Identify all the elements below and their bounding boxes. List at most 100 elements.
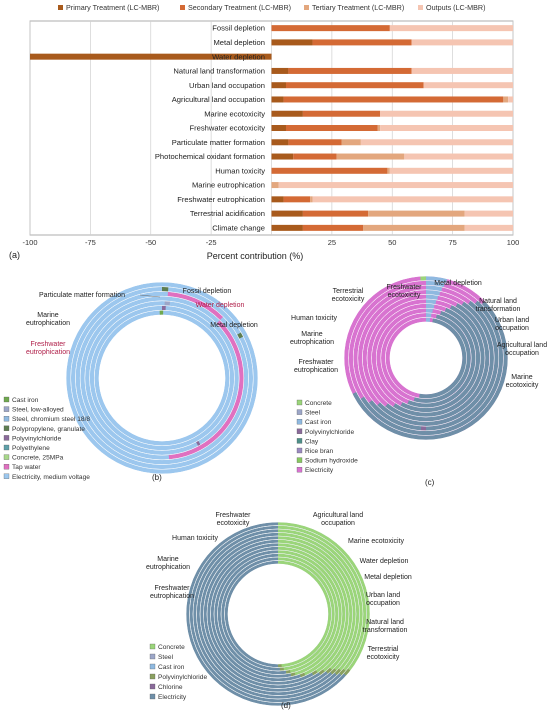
bar-climate-change-4 <box>464 224 513 231</box>
legend-label-tertiary-treatment-lc-mbr: Tertiary Treatment (LC-MBR) <box>312 3 404 12</box>
panel-c-segment <box>413 314 471 403</box>
panel-d-ring-divider <box>189 525 367 703</box>
panel-c-segment <box>377 301 494 427</box>
legend-swatch-concrete <box>149 643 156 650</box>
bar-freshwater-ecotoxicity-2 <box>285 125 378 131</box>
panel-d-segment <box>277 525 367 676</box>
panel-d-segment <box>290 672 296 677</box>
panel-b-segment <box>237 332 244 339</box>
panel-d-segment <box>277 532 360 675</box>
panel-d-segment <box>299 672 306 678</box>
ring-label-fossil-depletion: Fossil depletion <box>183 288 232 295</box>
bar-particulate-matter-formation-2 <box>288 139 342 146</box>
panel-a: Primary Treatment (LC-MBR) Secondary Trea… <box>9 3 519 261</box>
legend-label-electricity: Electricity <box>305 467 334 474</box>
panel-d-segment <box>339 668 346 676</box>
ring-label-marine-eutrophication: eutrophication <box>26 320 70 327</box>
bar-climate-change-3 <box>363 224 465 231</box>
ring-label-metal-depletion: Metal depletion <box>210 322 258 329</box>
ring-label-marine-eutrophication: Marine <box>301 331 323 338</box>
bar-urban-land-occupation-2 <box>285 82 424 89</box>
legend-label-chlorine: Chlorine <box>158 684 183 691</box>
panel-d-tag: (d) <box>281 701 291 710</box>
ring-label-agricultural-land-occupation: occupation <box>505 350 539 357</box>
legend-swatch-polyvinylchloride <box>296 428 303 434</box>
bar-photochemical-oxidant-formation-2 <box>293 153 337 160</box>
bar-metal-depletion-1 <box>271 39 313 46</box>
panel-c-ring-divider <box>366 298 486 418</box>
panel-d-ring-divider <box>196 532 360 696</box>
legend-swatch-polyethylene <box>3 444 10 451</box>
panel-c-ring-labels: TerrestrialecotoxicityFreshwaterecotoxic… <box>290 280 547 389</box>
panel-d-ring-divider <box>213 549 343 679</box>
ring-label-terrestrial-ecotoxicity: Terrestrial <box>368 646 399 653</box>
ring-label-freshwater-ecotoxicity: Freshwater <box>386 284 422 291</box>
bar-photochemical-oxidant-formation-4 <box>404 153 513 160</box>
bar-human-toxicity-4 <box>389 167 513 174</box>
bar-marine-ecotoxicity-2 <box>302 110 381 117</box>
panel-c-donut <box>343 275 509 441</box>
x-tick-label: -25 <box>206 238 217 247</box>
category-label-marine-eutrophication: Marine eutrophication <box>192 181 265 190</box>
ring-label-freshwater-eutrophication: Freshwater <box>30 341 66 348</box>
legend-swatch-outputs-lc-mbr <box>418 5 423 10</box>
ring-label-agricultural-land-occupation: Agricultural land <box>497 342 547 349</box>
category-label-urban-land-occupation: Urban land occupation <box>189 81 265 90</box>
panel-d-ring-divider <box>192 528 364 700</box>
ring-label-marine-eutrophication: eutrophication <box>146 564 190 571</box>
bar-freshwater-ecotoxicity-3 <box>377 125 381 131</box>
panel-c-segment <box>425 294 439 300</box>
panel-b-ring-divider <box>98 314 226 442</box>
legend-swatch-electricity <box>149 693 156 700</box>
legend-swatch-electricity-medium-voltage <box>3 473 10 479</box>
bar-terrestrial-acidification-4 <box>464 210 513 217</box>
leader-line <box>139 294 161 298</box>
ring-label-terrestrial-ecotoxicity: ecotoxicity <box>332 296 365 303</box>
panel-c-ring-divider <box>385 317 467 399</box>
bar-natural-land-transformation-4 <box>411 67 513 74</box>
panel-c-ring-divider <box>352 284 500 432</box>
bar-urban-land-occupation-4 <box>423 82 513 89</box>
legend-swatch-cast-iron <box>149 663 156 670</box>
bar-human-toxicity-2 <box>271 167 388 174</box>
legend-label-electricity: Electricity <box>158 694 187 701</box>
panel-b-ring-divider <box>79 295 245 461</box>
panel-b-segment <box>168 320 244 460</box>
bar-metal-depletion-2 <box>312 39 412 46</box>
panel-b-ring-3 <box>85 301 239 455</box>
legend-label-clay: Clay <box>305 438 319 445</box>
legend-label-cast-iron: Cast iron <box>305 419 332 426</box>
panel-d-ring-divider <box>210 546 346 682</box>
ring-label-freshwater-eutrophication: eutrophication <box>150 593 194 600</box>
legend-label-concrete: Concrete <box>158 644 185 651</box>
ring-label-water-depletion: Water depletion <box>360 558 409 565</box>
ring-label-freshwater-ecotoxicity: Freshwater <box>215 512 251 519</box>
legend-label-electricity-medium-voltage: Electricity, medium voltage <box>12 474 90 481</box>
ring-label-metal-depletion: Metal depletion <box>434 280 482 287</box>
panel-c-segment <box>425 303 435 309</box>
legend-swatch-electricity <box>296 467 303 473</box>
panel-d-segment <box>334 668 342 676</box>
category-label-freshwater-ecotoxicity: Freshwater ecotoxicity <box>189 124 265 133</box>
ring-label-agricultural-land-occupation: Agricultural land <box>313 512 363 519</box>
panel-a-category-labels: Fossil depletion Metal depletion Water dep… <box>155 24 265 233</box>
bar-photochemical-oxidant-formation-1 <box>271 153 294 160</box>
bar-agricultural-land-occupation-2 <box>283 96 504 103</box>
panel-c-segment <box>407 310 476 408</box>
legend-swatch-polyvinylchloride <box>3 435 10 441</box>
ring-label-human-toxicity: Human toxicity <box>172 535 218 542</box>
ring-label-agricultural-land-occupation: occupation <box>321 520 355 527</box>
panel-d-segment <box>343 668 351 676</box>
bar-particulate-matter-formation-4 <box>360 139 513 146</box>
panel-b-ring-labels: Particulate matter formation Fossil deple… <box>26 288 258 356</box>
bar-particulate-matter-formation-1 <box>271 139 289 146</box>
panel-c-legend: Concrete Steel Cast iron Polyvinylchloride C… <box>296 399 358 474</box>
panel-d-ring-divider <box>217 553 339 675</box>
ring-label-natural-land-transformation: Natural land <box>479 298 517 305</box>
panel-c-ring-divider <box>362 294 490 422</box>
panel-d-segment <box>277 522 370 676</box>
bar-marine-ecotoxicity-1 <box>271 110 303 117</box>
panel-d-ring-divider <box>227 563 329 665</box>
panel-b-tag: (b) <box>152 473 162 482</box>
